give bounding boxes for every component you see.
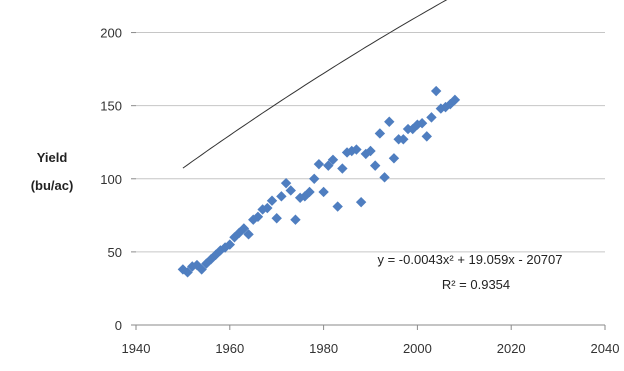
y-tick-label-50: 50: [108, 245, 122, 260]
data-point: [384, 116, 395, 127]
data-point: [238, 223, 250, 234]
y-tick-label-150: 150: [100, 99, 122, 114]
x-axis-ticks: 1940 1960 1980 2000 2020 2040: [122, 325, 620, 356]
x-tick-label-1960: 1960: [215, 341, 244, 356]
data-point: [196, 264, 207, 275]
y-tick-label-0: 0: [115, 318, 122, 333]
data-point: [187, 261, 198, 272]
y-tick-label-100: 100: [100, 172, 122, 187]
data-point: [449, 94, 461, 106]
data-point: [355, 196, 367, 208]
data-point: [388, 153, 400, 164]
data-point: [248, 214, 259, 225]
data-point: [285, 185, 296, 196]
x-tick-label-2020: 2020: [497, 341, 526, 356]
data-point: [318, 186, 329, 198]
gridlines: [136, 32, 605, 253]
data-point: [365, 145, 376, 157]
data-point: [309, 173, 320, 184]
y-tick-label-200: 200: [100, 26, 122, 41]
data-points: [177, 85, 461, 278]
data-point: [327, 154, 339, 165]
data-point: [369, 160, 381, 171]
x-tick-label-1940: 1940: [122, 341, 151, 356]
data-point: [426, 112, 437, 123]
data-point: [280, 177, 292, 189]
data-point: [374, 128, 386, 139]
trendline: [182, 0, 448, 169]
trend-equation: y = -0.0043x² + 19.059x - 20707: [377, 252, 562, 267]
data-point: [421, 131, 432, 142]
data-point: [252, 211, 264, 222]
y-axis-label-line2: (bu/ac): [31, 178, 74, 193]
data-point: [271, 213, 282, 224]
data-point: [290, 214, 301, 225]
data-point: [398, 134, 409, 145]
data-point: [304, 186, 315, 198]
data-point: [224, 239, 235, 250]
x-tick-label-2000: 2000: [403, 341, 432, 356]
data-point: [379, 172, 390, 183]
data-point: [407, 123, 418, 135]
data-point: [191, 259, 203, 271]
data-point: [332, 201, 343, 212]
r-squared: R² = 0.9354: [442, 277, 510, 292]
y-axis-ticks: 0 50 100 150 200: [100, 26, 136, 333]
data-point: [337, 163, 348, 174]
y-axis-label-line1: Yield: [37, 150, 68, 165]
data-point: [430, 85, 442, 97]
data-point: [323, 160, 334, 171]
data-point: [266, 195, 278, 206]
data-point: [313, 158, 325, 170]
data-point: [276, 191, 287, 202]
data-point: [243, 229, 254, 240]
data-point: [351, 144, 362, 155]
x-tick-label-2040: 2040: [591, 341, 620, 356]
data-point: [416, 118, 428, 129]
data-point: [182, 267, 193, 278]
x-tick-label-1980: 1980: [309, 341, 338, 356]
data-point: [262, 202, 273, 214]
